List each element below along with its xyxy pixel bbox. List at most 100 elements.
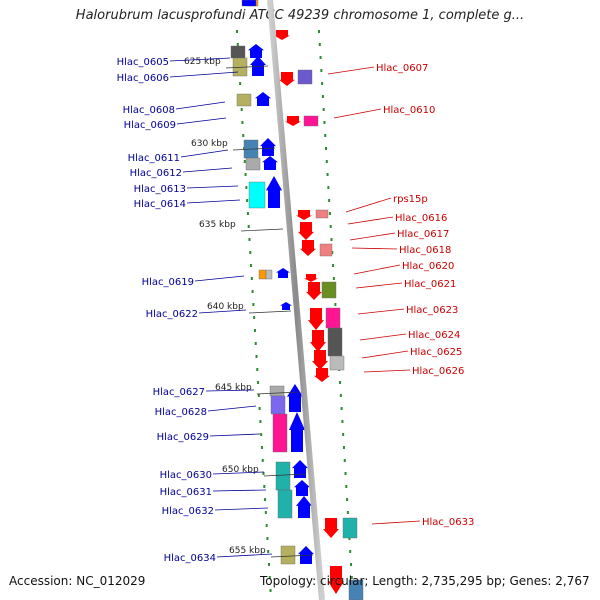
kbp-tick-line bbox=[270, 554, 314, 558]
feature-block bbox=[258, 269, 267, 280]
gene-label-right: Hlac_0623 bbox=[406, 305, 458, 316]
gene-label-left: Hlac_0614 bbox=[134, 199, 186, 210]
forward-gene-arrow bbox=[276, 268, 290, 278]
feature-block bbox=[280, 545, 296, 565]
ring-dot bbox=[330, 238, 333, 241]
gene-leader-right bbox=[327, 66, 375, 75]
gene-label-left: Hlac_0629 bbox=[157, 432, 209, 443]
kbp-tick-line bbox=[232, 147, 276, 151]
gene-label-right: Hlac_0626 bbox=[412, 366, 464, 377]
forward-gene-arrow bbox=[242, 0, 256, 6]
ring-dot bbox=[261, 459, 264, 462]
ring-dot bbox=[342, 446, 345, 449]
ring-dot bbox=[265, 524, 268, 527]
gene-label-left: Hlac_0608 bbox=[123, 105, 175, 116]
ring-dot bbox=[264, 511, 267, 514]
feature-block bbox=[329, 355, 345, 371]
gene-leader-left bbox=[212, 489, 267, 492]
reverse-gene-arrow bbox=[314, 368, 330, 382]
ring-dot bbox=[328, 199, 331, 202]
gene-label-right: Hlac_0610 bbox=[383, 105, 435, 116]
kbp-tick-line bbox=[225, 65, 269, 69]
ring-dot bbox=[328, 212, 331, 215]
ring-dot bbox=[341, 420, 344, 423]
forward-gene-arrow bbox=[255, 92, 271, 106]
gene-leader-left bbox=[175, 101, 226, 110]
ring-dot bbox=[332, 277, 335, 280]
ring-dot bbox=[236, 30, 238, 33]
ring-dot bbox=[241, 121, 244, 124]
ring-dot bbox=[250, 277, 253, 280]
gene-label-right: Hlac_0633 bbox=[422, 517, 474, 528]
gene-label-left: Hlac_0612 bbox=[130, 168, 182, 179]
gene-label-left: Hlac_0630 bbox=[160, 470, 212, 481]
reverse-gene-arrow bbox=[304, 274, 318, 282]
gene-leader-right bbox=[361, 350, 409, 359]
kbp-tick-label: 625 kbp bbox=[184, 57, 221, 67]
ring-dot bbox=[252, 303, 255, 306]
ring-dot bbox=[253, 316, 256, 319]
ring-dot bbox=[243, 160, 246, 163]
gene-leader-right bbox=[355, 282, 403, 289]
ring-dot bbox=[264, 498, 267, 501]
feature-block bbox=[319, 243, 333, 257]
gene-leader-left bbox=[182, 167, 233, 173]
ring-dot bbox=[239, 82, 242, 85]
reverse-gene-arrow bbox=[308, 308, 324, 330]
gene-label-right: Hlac_0621 bbox=[404, 279, 456, 290]
reverse-gene-arrow bbox=[306, 282, 322, 300]
gene-leader-right bbox=[347, 216, 394, 225]
reverse-gene-arrow bbox=[296, 210, 312, 220]
feature-block bbox=[265, 269, 273, 280]
ring-dot bbox=[339, 394, 342, 397]
gene-label-right: Hlac_0617 bbox=[397, 229, 449, 240]
ring-dot bbox=[321, 95, 324, 98]
gene-label-right: Hlac_0616 bbox=[395, 213, 447, 224]
feature-block bbox=[272, 413, 288, 453]
ring-dot bbox=[321, 82, 324, 85]
accession-text: Accession: NC_012029 bbox=[9, 574, 146, 588]
ring-dot bbox=[246, 199, 249, 202]
gene-label-left: Hlac_0628 bbox=[155, 407, 207, 418]
ring-dot bbox=[244, 173, 247, 176]
gene-label-left: Hlac_0634 bbox=[164, 553, 216, 564]
ring-dot bbox=[319, 56, 322, 59]
gene-leader-left bbox=[216, 553, 273, 558]
ring-dot bbox=[236, 43, 239, 46]
ring-dot bbox=[250, 264, 253, 267]
gene-label-left: Hlac_0619 bbox=[142, 277, 194, 288]
ring-dot bbox=[325, 147, 328, 150]
gene-leader-left bbox=[207, 405, 257, 412]
gene-leader-left bbox=[180, 149, 229, 158]
gene-label-left: Hlac_0613 bbox=[134, 184, 186, 195]
ring-dot bbox=[247, 225, 250, 228]
feature-block bbox=[236, 93, 252, 107]
left-dotted-ring bbox=[236, 30, 272, 592]
gene-leader-left bbox=[214, 507, 269, 511]
gene-leader-left bbox=[198, 309, 247, 314]
kbp-tick-label: 640 kbp bbox=[207, 302, 244, 312]
forward-gene-arrow bbox=[289, 412, 305, 452]
ring-dot bbox=[260, 446, 263, 449]
kbp-tick-label: 635 kbp bbox=[199, 220, 236, 230]
gene-label-left: Hlac_0605 bbox=[117, 57, 169, 68]
ring-dot bbox=[245, 186, 248, 189]
ring-dot bbox=[318, 30, 320, 33]
gene-leader-right bbox=[349, 232, 396, 241]
feature-block bbox=[325, 307, 341, 329]
ring-dot bbox=[331, 251, 334, 254]
ring-dot bbox=[254, 342, 257, 345]
forward-gene-arrow bbox=[260, 138, 276, 156]
ring-dot bbox=[257, 394, 260, 397]
gene-label-right: Hlac_0607 bbox=[376, 63, 428, 74]
reverse-gene-arrow bbox=[312, 350, 328, 370]
ring-dot bbox=[350, 576, 353, 579]
feature-block bbox=[297, 69, 313, 85]
reverse-gene-arrow bbox=[274, 30, 290, 40]
ring-dot bbox=[258, 407, 261, 410]
ring-dot bbox=[349, 550, 352, 553]
gene-label-right: Hlac_0620 bbox=[402, 261, 454, 272]
ring-dot bbox=[332, 264, 335, 267]
feature-block bbox=[315, 209, 329, 219]
ring-dot bbox=[349, 563, 352, 566]
